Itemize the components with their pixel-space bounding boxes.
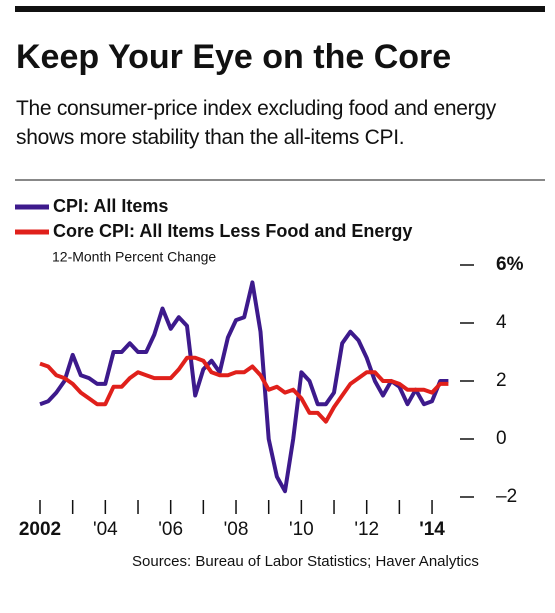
x-tick-label: '08 <box>224 519 249 540</box>
axis-label: 12-Month Percent Change <box>52 249 216 265</box>
y-tick-label: 2 <box>496 370 507 391</box>
y-tick-label: –2 <box>496 486 517 507</box>
x-tick-label: '06 <box>158 519 183 540</box>
x-tick-label: 2002 <box>19 519 61 540</box>
legend-label: CPI: All Items <box>53 196 168 216</box>
x-tick-label: '04 <box>93 519 118 540</box>
series-line <box>39 280 449 494</box>
series-line <box>39 355 449 424</box>
source: Sources: Bureau of Labor Statistics; Hav… <box>132 553 479 570</box>
y-tick-label: 4 <box>496 312 507 333</box>
chart-subtitle: The consumer-price index excluding food … <box>16 97 496 149</box>
legend-label: Core CPI: All Items Less Food and Energy <box>53 221 412 241</box>
x-tick-label: '12 <box>354 519 379 540</box>
y-tick-label: 6% <box>496 254 524 275</box>
chart-title: Keep Your Eye on the Core <box>16 38 452 76</box>
x-tick-label: '10 <box>289 519 314 540</box>
y-tick-label: 0 <box>496 428 507 449</box>
x-tick-label: '14 <box>419 519 445 540</box>
top-rule <box>15 6 545 12</box>
